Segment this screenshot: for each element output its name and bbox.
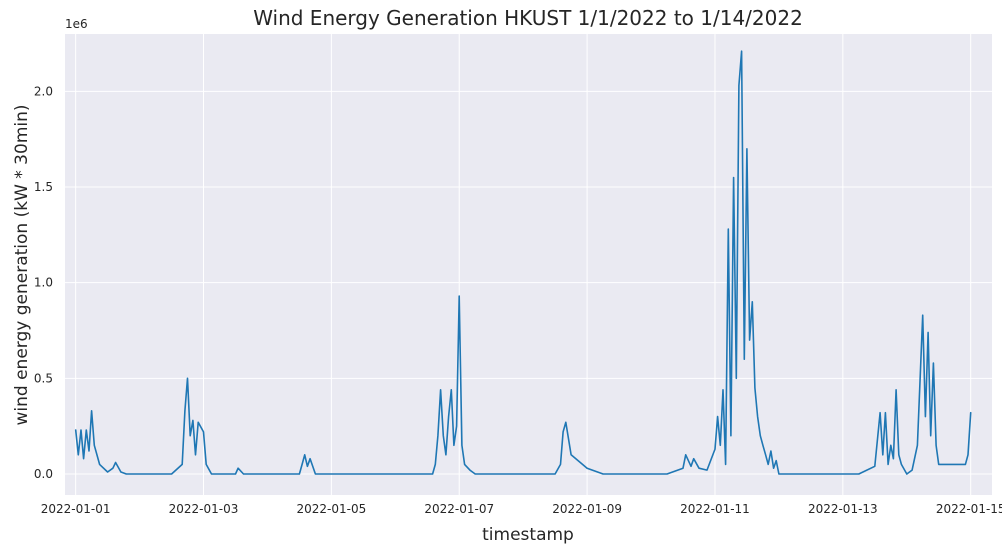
x-tick-label: 2022-01-07 xyxy=(424,502,494,516)
y-tick-label: 2.0 xyxy=(34,84,53,98)
plot-area xyxy=(65,34,992,495)
y-tick-label: 1.5 xyxy=(34,180,53,194)
y-tick-labels: 0.0 0.5 1.0 1.5 2.0 xyxy=(34,84,53,481)
chart-title: Wind Energy Generation HKUST 1/1/2022 to… xyxy=(253,6,803,30)
y-axis-label: wind energy generation (kW * 30min) xyxy=(12,104,32,425)
x-tick-label: 2022-01-13 xyxy=(808,502,878,516)
y-tick-label: 0.5 xyxy=(34,371,53,385)
series-line xyxy=(74,50,972,475)
series-lines xyxy=(74,50,972,475)
x-tick-label: 2022-01-03 xyxy=(169,502,239,516)
x-tick-labels: 2022-01-01 2022-01-03 2022-01-05 2022-01-07… xyxy=(41,502,1002,516)
x-tick-label: 2022-01-05 xyxy=(297,502,367,516)
x-axis-label: timestamp xyxy=(482,525,574,545)
y-tick-label: 0.0 xyxy=(34,467,53,481)
x-gridlines xyxy=(75,34,972,495)
y-offset-label: 1e6 xyxy=(65,17,88,31)
x-tick-label: 2022-01-09 xyxy=(552,502,622,516)
y-tick-label: 1.0 xyxy=(34,276,53,290)
x-tick-label: 2022-01-15 xyxy=(936,502,1002,516)
x-tick-label: 2022-01-01 xyxy=(41,502,111,516)
x-tick-label: 2022-01-11 xyxy=(680,502,750,516)
